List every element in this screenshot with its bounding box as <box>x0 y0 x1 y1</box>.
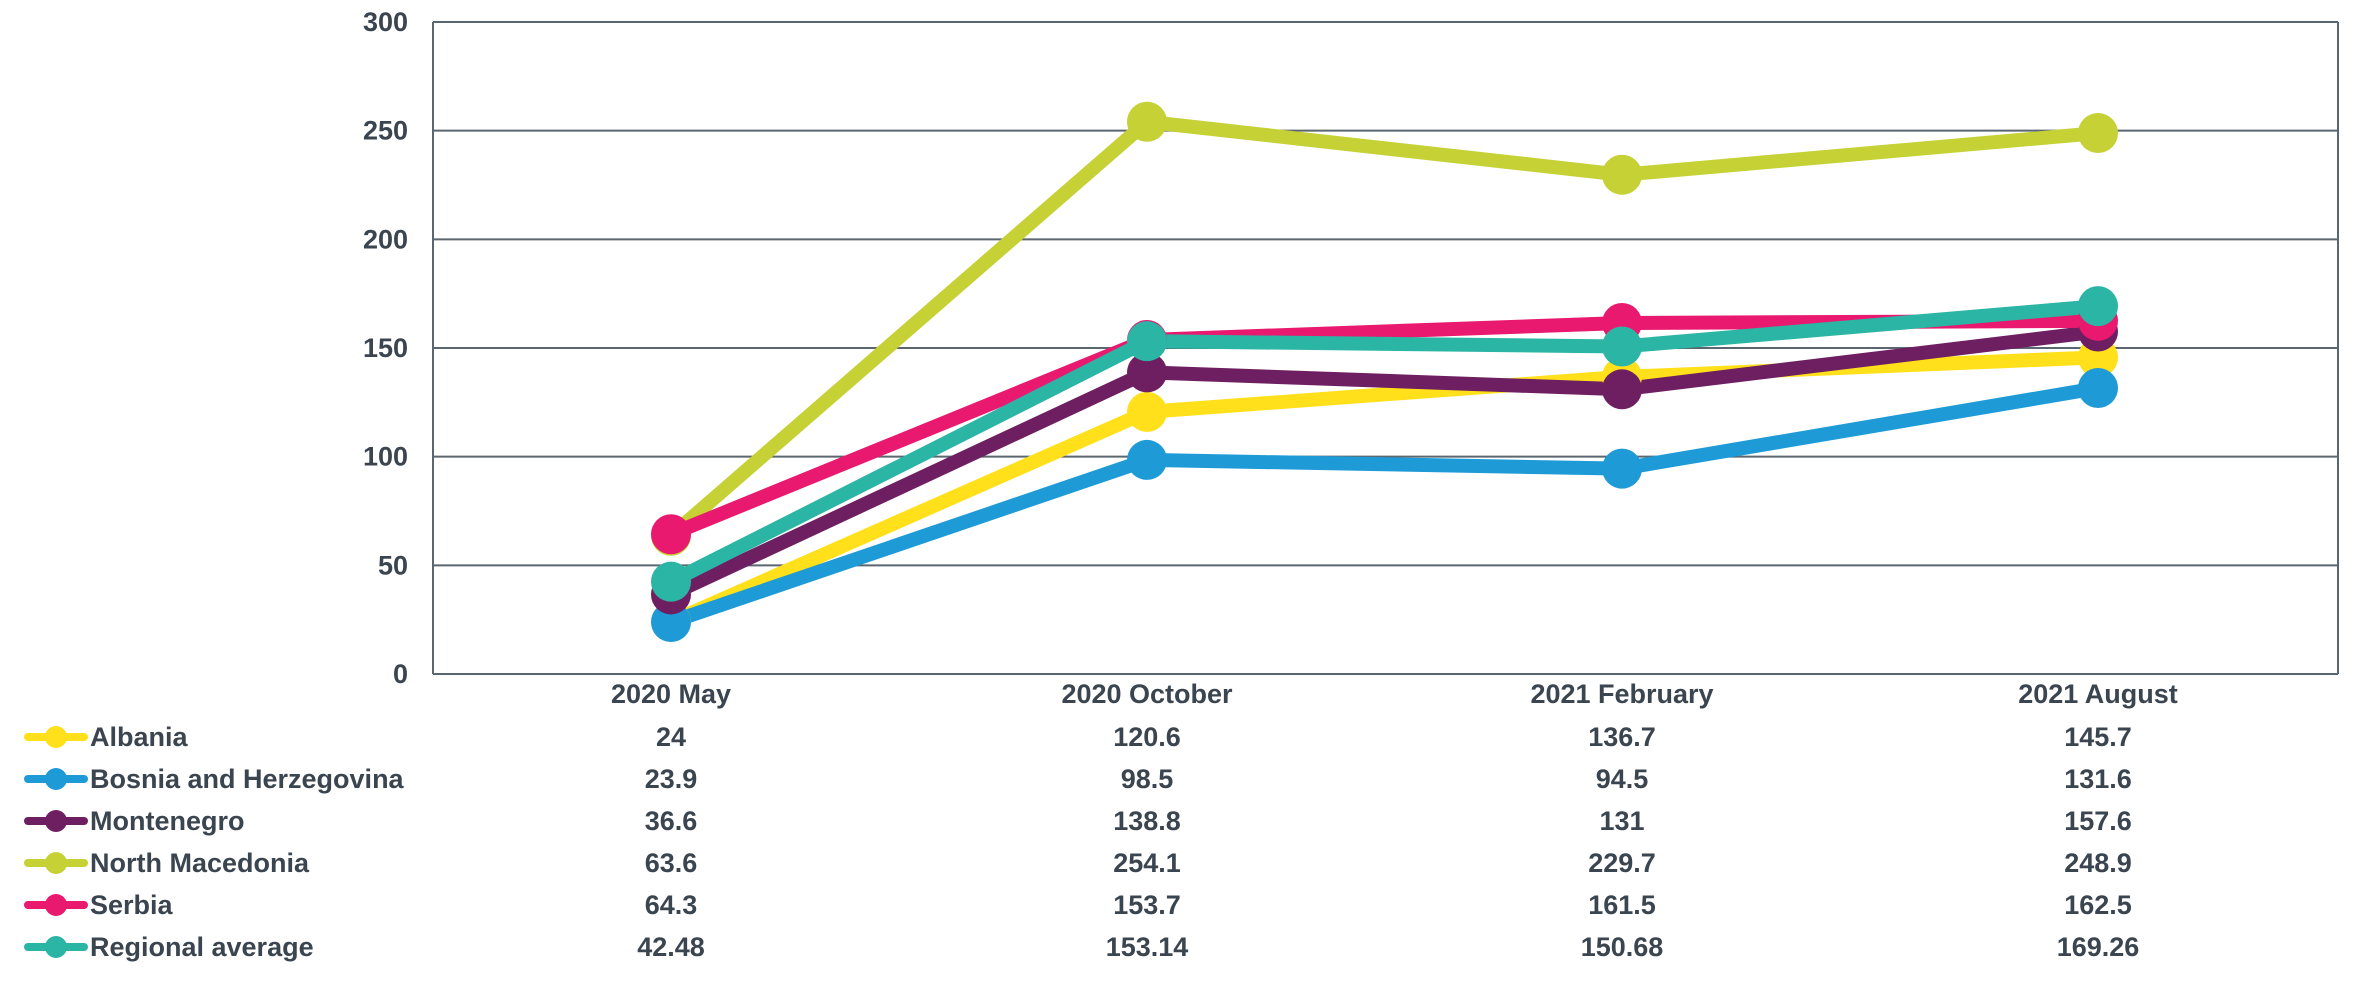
table-cell-value: 120.6 <box>1113 722 1181 752</box>
table-cell-value: 169.26 <box>2057 932 2140 962</box>
table-cell-value: 131 <box>1599 806 1644 836</box>
data-point <box>2078 367 2118 408</box>
legend-label: Regional average <box>90 932 314 962</box>
x-axis-category-labels: 2020 May 2020 October 2021 February 2021 Au… <box>611 679 2178 709</box>
series-line <box>664 380 2105 630</box>
table-cell-value: 150.68 <box>1581 932 1664 962</box>
legend-key-marker <box>45 894 67 916</box>
series-montenegro <box>664 324 2105 602</box>
table-cell-value: 64.3 <box>645 890 698 920</box>
y-tick-label: 200 <box>363 224 408 254</box>
legend-label: North Macedonia <box>90 848 310 878</box>
table-cell-value: 138.8 <box>1113 806 1181 836</box>
table-row: Regional average 42.48 153.14 150.68 169.26 <box>24 932 2140 962</box>
data-point <box>1127 391 1167 432</box>
table-cell-value: 157.6 <box>2064 806 2132 836</box>
table-cell-value: 36.6 <box>645 806 698 836</box>
data-point <box>651 514 691 555</box>
x-category-label: 2021 February <box>1530 679 1713 709</box>
series-markers <box>651 286 2118 602</box>
table-cell-value: 94.5 <box>1596 764 1649 794</box>
legend-label: Montenegro <box>90 806 245 836</box>
data-point <box>1127 321 1167 362</box>
series-line <box>664 114 2105 543</box>
y-tick-label: 100 <box>363 442 408 472</box>
legend-label: Bosnia and Herzegovina <box>90 764 405 794</box>
data-table: Albania 24 120.6 136.7 145.7 Bosnia and Herze… <box>24 722 2140 962</box>
legend-key-marker <box>45 810 67 832</box>
series-bosnia-and-herzegovina <box>664 380 2105 630</box>
data-point <box>1127 439 1167 480</box>
table-row: Albania 24 120.6 136.7 145.7 <box>24 722 2132 752</box>
table-cell-value: 229.7 <box>1588 848 1656 878</box>
data-point <box>651 602 691 643</box>
table-cell-value: 254.1 <box>1113 848 1181 878</box>
legend-key-marker <box>45 768 67 790</box>
table-cell-value: 248.9 <box>2064 848 2132 878</box>
table-row: Serbia 64.3 153.7 161.5 162.5 <box>24 890 2132 920</box>
legend-label: Albania <box>90 722 189 752</box>
series-line <box>664 299 2105 589</box>
x-category-label: 2020 October <box>1061 679 1233 709</box>
y-tick-label: 150 <box>363 333 408 363</box>
data-point <box>2078 286 2118 327</box>
table-row: Bosnia and Herzegovina 23.9 98.5 94.5 131.6 <box>24 764 2132 794</box>
series-regional-average <box>664 299 2105 589</box>
table-cell-value: 131.6 <box>2064 764 2132 794</box>
data-point <box>651 561 691 602</box>
table-cell-value: 42.48 <box>637 932 705 962</box>
y-tick-label: 0 <box>393 659 408 689</box>
table-cell-value: 23.9 <box>645 764 698 794</box>
series-markers <box>651 367 2118 643</box>
table-cell-value: 98.5 <box>1121 764 1174 794</box>
legend-key-marker <box>45 852 67 874</box>
x-category-label: 2020 May <box>611 679 731 709</box>
legend-label: Serbia <box>90 890 174 920</box>
table-cell-value: 24 <box>656 722 686 752</box>
table-cell-value: 153.7 <box>1113 890 1181 920</box>
legend-key-marker <box>45 726 67 748</box>
table-cell-value: 63.6 <box>645 848 698 878</box>
data-point <box>1602 154 1642 195</box>
y-tick-label: 250 <box>363 116 408 146</box>
table-cell-value: 153.14 <box>1106 932 1189 962</box>
series-line <box>664 324 2105 602</box>
y-tick-label: 300 <box>363 7 408 37</box>
y-axis-tick-labels: 0 50 100 150 200 250 300 <box>363 7 408 689</box>
series-north-macedonia <box>664 114 2105 543</box>
data-point <box>1602 448 1642 489</box>
series-lines <box>651 101 2118 643</box>
table-row: Montenegro 36.6 138.8 131 157.6 <box>24 806 2132 836</box>
data-point <box>1602 326 1642 367</box>
data-point <box>1602 369 1642 410</box>
y-tick-label: 50 <box>378 550 408 580</box>
table-cell-value: 161.5 <box>1588 890 1656 920</box>
data-point <box>2078 113 2118 154</box>
legend-key-marker <box>45 936 67 958</box>
table-cell-value: 162.5 <box>2064 890 2132 920</box>
table-cell-value: 145.7 <box>2064 722 2132 752</box>
table-cell-value: 136.7 <box>1588 722 1656 752</box>
gridlines <box>432 21 2339 675</box>
data-point <box>1127 352 1167 393</box>
x-category-label: 2021 August <box>2018 679 2178 709</box>
table-row: North Macedonia 63.6 254.1 229.7 248.9 <box>24 848 2132 878</box>
data-point <box>1127 101 1167 142</box>
